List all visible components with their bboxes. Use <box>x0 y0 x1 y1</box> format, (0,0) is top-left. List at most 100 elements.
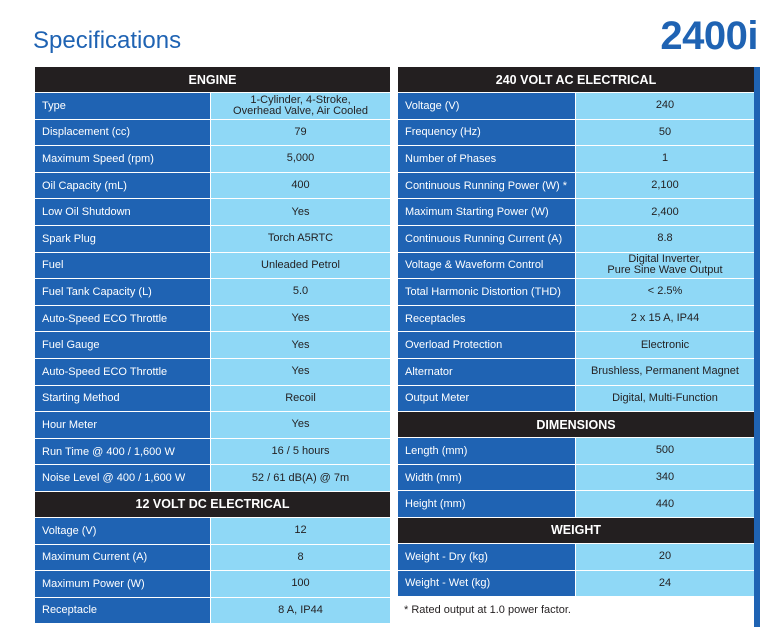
spec-row: Weight - Wet (kg) 24 <box>398 570 754 598</box>
spec-row: Weight - Dry (kg) 20 <box>398 543 754 571</box>
spec-row: Fuel Gauge Yes <box>35 332 390 359</box>
spec-value: < 2.5% <box>576 279 754 305</box>
spec-row: Fuel Tank Capacity (L) 5.0 <box>35 279 390 306</box>
section-header-engine: ENGINE <box>35 67 390 93</box>
spec-row: Overload Protection Electronic <box>398 332 754 359</box>
model-name: 2400i <box>660 14 758 58</box>
spec-value: 12 <box>211 517 390 544</box>
spec-value: Yes <box>211 332 390 358</box>
footnote: * Rated output at 1.0 power factor. <box>404 604 571 617</box>
spec-value: Torch A5RTC <box>211 225 390 252</box>
spec-value: 8 <box>211 544 390 571</box>
spec-row: Auto-Speed ECO Throttle Yes <box>35 358 390 386</box>
spec-row: Height (mm) 440 <box>398 491 754 518</box>
spec-row: Oil Capacity (mL) 400 <box>35 172 390 200</box>
spec-row: Maximum Current (A) 8 <box>35 544 390 572</box>
left-spec-column: ENGINE Type 1-Cylinder, 4-Stroke, Overhead… <box>35 67 390 625</box>
spec-label: Fuel <box>35 252 211 279</box>
spec-label: Fuel Gauge <box>35 332 211 358</box>
spec-value: 400 <box>211 172 390 199</box>
spec-label: Maximum Starting Power (W) <box>398 199 576 225</box>
spec-value: 8 A, IP44 <box>211 597 390 624</box>
spec-row: Voltage (V) 240 <box>398 93 754 120</box>
spec-label: Continuous Running Power (W) * <box>398 172 576 199</box>
spec-value: Brushless, Permanent Magnet <box>576 358 754 385</box>
spec-row: Hour Meter Yes <box>35 412 390 439</box>
spec-row: Total Harmonic Distortion (THD) < 2.5% <box>398 279 754 306</box>
spec-label: Auto-Speed ECO Throttle <box>35 305 211 332</box>
spec-value: 340 <box>576 464 754 491</box>
spec-label: Overload Protection <box>398 332 576 358</box>
spec-value: 20 <box>576 543 754 570</box>
spec-label: Receptacles <box>398 305 576 332</box>
spec-row: Receptacle 8 A, IP44 <box>35 597 390 625</box>
spec-value: 24 <box>576 570 754 597</box>
spec-row: Alternator Brushless, Permanent Magnet <box>398 358 754 386</box>
spec-label: Frequency (Hz) <box>398 119 576 146</box>
spec-row: Width (mm) 340 <box>398 464 754 492</box>
spec-value: 2 x 15 A, IP44 <box>576 305 754 332</box>
spec-row: Voltage & Waveform Control Digital Invert… <box>398 252 754 280</box>
spec-value: 50 <box>576 119 754 146</box>
spec-value: Digital, Multi-Function <box>576 385 754 412</box>
spec-label: Low Oil Shutdown <box>35 199 211 225</box>
section-header-240-volt-ac-electrical: 240 VOLT AC ELECTRICAL <box>398 67 754 93</box>
spec-value: Yes <box>211 305 390 332</box>
spec-label: Weight - Dry (kg) <box>398 543 576 570</box>
spec-row: Receptacles 2 x 15 A, IP44 <box>398 305 754 333</box>
spec-label: Total Harmonic Distortion (THD) <box>398 279 576 305</box>
spec-row: Auto-Speed ECO Throttle Yes <box>35 305 390 333</box>
section-header-weight: WEIGHT <box>398 517 754 544</box>
spec-value: 440 <box>576 491 754 517</box>
spec-value: 16 / 5 hours <box>211 438 390 465</box>
spec-row: Continuous Running Current (A) 8.8 <box>398 225 754 253</box>
spec-label: Hour Meter <box>35 412 211 438</box>
spec-row: Run Time @ 400 / 1,600 W 16 / 5 hours <box>35 438 390 466</box>
spec-value: 79 <box>211 119 390 146</box>
spec-value: 1 <box>576 146 754 172</box>
spec-label: Receptacle <box>35 597 211 624</box>
spec-label: Height (mm) <box>398 491 576 517</box>
spec-label: Width (mm) <box>398 464 576 491</box>
spec-value: 2,400 <box>576 199 754 225</box>
spec-row: Starting Method Recoil <box>35 385 390 413</box>
spec-label: Maximum Power (W) <box>35 571 211 597</box>
spec-row: Displacement (cc) 79 <box>35 119 390 147</box>
section-header-dimensions: DIMENSIONS <box>398 412 754 439</box>
spec-value: 52 / 61 dB(A) @ 7m <box>211 465 390 491</box>
spec-label: Voltage & Waveform Control <box>398 252 576 279</box>
spec-value: Yes <box>211 358 390 385</box>
spec-row: Maximum Starting Power (W) 2,400 <box>398 199 754 226</box>
spec-label: Maximum Current (A) <box>35 544 211 571</box>
spec-row: Output Meter Digital, Multi-Function <box>398 385 754 413</box>
spec-value: 2,100 <box>576 172 754 199</box>
spec-label: Starting Method <box>35 385 211 412</box>
right-spec-column: 240 VOLT AC ELECTRICAL Voltage (V) 240 Freq… <box>398 67 754 623</box>
spec-value: 240 <box>576 93 754 119</box>
spec-value: Unleaded Petrol <box>211 252 390 279</box>
spec-label: Voltage (V) <box>398 93 576 119</box>
spec-row: Noise Level @ 400 / 1,600 W 52 / 61 dB(A)… <box>35 465 390 492</box>
page-title: Specifications <box>33 27 182 54</box>
spec-row: Frequency (Hz) 50 <box>398 119 754 147</box>
spec-label: Continuous Running Current (A) <box>398 225 576 252</box>
spec-label: Noise Level @ 400 / 1,600 W <box>35 465 211 491</box>
spec-label: Spark Plug <box>35 225 211 252</box>
spec-label: Displacement (cc) <box>35 119 211 146</box>
spec-value: 500 <box>576 438 754 464</box>
spec-value: 1-Cylinder, 4-Stroke, Overhead Valve, Ai… <box>211 93 390 119</box>
spec-label: Maximum Speed (rpm) <box>35 146 211 172</box>
spec-row: Number of Phases 1 <box>398 146 754 173</box>
spec-row: Low Oil Shutdown Yes <box>35 199 390 226</box>
spec-label: Run Time @ 400 / 1,600 W <box>35 438 211 465</box>
spec-value: 8.8 <box>576 225 754 252</box>
spec-row: Type 1-Cylinder, 4-Stroke, Overhead Valve… <box>35 93 390 120</box>
spec-label: Alternator <box>398 358 576 385</box>
spec-row: Spark Plug Torch A5RTC <box>35 225 390 253</box>
spec-label: Oil Capacity (mL) <box>35 172 211 199</box>
spec-row: Continuous Running Power (W) * 2,100 <box>398 172 754 200</box>
spec-label: Output Meter <box>398 385 576 412</box>
spec-label: Fuel Tank Capacity (L) <box>35 279 211 305</box>
spec-row: Voltage (V) 12 <box>35 517 390 545</box>
spec-label: Auto-Speed ECO Throttle <box>35 358 211 385</box>
